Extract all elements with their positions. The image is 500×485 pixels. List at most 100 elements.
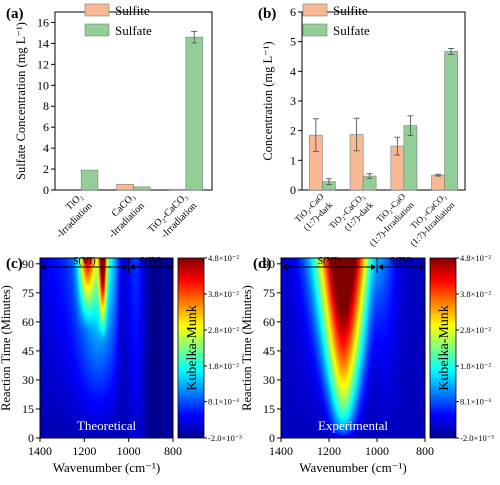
y-tick-label: 6 — [43, 120, 49, 134]
y-tick-label: 14 — [37, 36, 49, 50]
colorbar-tick-label: 3.8×10⁻² — [460, 289, 491, 299]
legend-swatch — [84, 3, 110, 17]
y-tick-label: 75 — [263, 286, 275, 300]
colorbar-tick-label: 4.8×10⁻² — [208, 253, 239, 263]
heatmap-annotation: Experimental — [318, 418, 388, 433]
x-tick-label: 1000 — [365, 444, 389, 458]
plot-frame — [301, 11, 466, 191]
x-tick-label: 800 — [416, 444, 434, 458]
bar-sulfite — [116, 183, 134, 191]
region-label: S(VI) — [73, 256, 96, 267]
panel-label: (c) — [6, 256, 23, 272]
y-tick-label: 15 — [22, 402, 34, 416]
y-tick-label: 4 — [290, 64, 296, 78]
colorbar-label: Kubelka-Munk — [437, 305, 452, 391]
colorbar-tick-label: 2.8×10⁻² — [208, 325, 239, 335]
bar-sulfite — [168, 189, 187, 191]
y-tick-label: 60 — [263, 315, 275, 329]
category-label: TiO₂-CaO(1:7)-dark — [293, 191, 335, 233]
y-tick-label: 2 — [290, 124, 296, 138]
y-tick-label: 8 — [43, 99, 49, 113]
legend-swatch — [302, 3, 328, 17]
region-arrowhead — [41, 264, 46, 270]
colorbar — [177, 257, 205, 439]
y-tick-label: 16 — [37, 15, 49, 29]
panel-a: 0 2 4 6 8 10 12 14 16 Sulfate Concentration (mg L… — [6, 3, 213, 244]
y-tick-label: 90 — [263, 257, 275, 271]
colorbar-tick-label: 1.8×10⁻² — [460, 361, 491, 371]
y-tick-label: 0 — [43, 183, 49, 197]
region-arrowhead — [371, 264, 376, 270]
region-arrowhead — [129, 264, 135, 270]
plot-frame — [280, 257, 426, 439]
colorbar-tick-label: 4.8×10⁻² — [460, 253, 491, 263]
legend-label: Sulfate — [115, 23, 152, 38]
y-tick-label: 3 — [290, 94, 296, 108]
y-axis-label: Reaction Time (Minutes) — [240, 285, 254, 411]
category-label: TiO₂-Irradiation — [45, 191, 94, 240]
colorbar-tick-label: 2.8×10⁻² — [460, 325, 491, 335]
bar-sulfite — [431, 174, 445, 191]
y-tick-label: 12 — [37, 57, 49, 71]
x-tick-label: 800 — [164, 444, 182, 458]
region-label: S(IV) — [390, 256, 413, 267]
colorbar-tick-label: 8.1×10⁻³ — [208, 397, 239, 407]
x-axis-label: Wavenumber (cm⁻¹) — [299, 460, 407, 475]
y-axis-label: Concentration (mg L⁻¹) — [261, 41, 275, 160]
legend-swatch — [84, 23, 110, 37]
y-tick-label: 5 — [290, 35, 296, 49]
legend-swatch — [302, 23, 328, 37]
panel-label: (a) — [6, 6, 24, 22]
colorbar-tick-label: -2.0×10⁻³ — [460, 433, 494, 443]
y-tick-label: 0 — [290, 183, 296, 197]
bar-sulfate — [444, 51, 458, 191]
y-tick-label: 45 — [263, 344, 275, 358]
x-tick-label: 1200 — [317, 444, 341, 458]
y-tick-label: 60 — [22, 315, 34, 329]
x-tick-label: 1400 — [28, 444, 52, 458]
x-tick-label: 1400 — [269, 444, 293, 458]
heatmap-image — [281, 258, 425, 438]
bar-sulfate — [185, 36, 203, 191]
x-tick-label: 1000 — [117, 444, 141, 458]
panel-label: (d) — [253, 256, 271, 272]
panel-c: 1400 1200 1000 800 0 15 30 45 60 75 90 Wavenumber (… — [0, 253, 242, 475]
legend-label: Sulfite — [333, 3, 368, 18]
y-tick-label: 15 — [263, 402, 275, 416]
region-label: S(VI) — [318, 256, 341, 267]
y-tick-label: 6 — [290, 5, 296, 19]
colorbar-tick-label: 8.1×10⁻³ — [460, 397, 491, 407]
category-label: TiO₂-CaCO₃(1:7)-dark — [327, 191, 375, 239]
heatmap-annotation: Theoretical — [77, 418, 137, 433]
heatmap-image — [40, 258, 173, 438]
legend-label: Sulfite — [115, 3, 150, 18]
region-arrowhead — [282, 264, 287, 270]
y-tick-label: 90 — [22, 257, 34, 271]
category-label: TiO₂-CaCO₃-Irradiation — [146, 191, 199, 244]
y-tick-label: 4 — [43, 141, 49, 155]
x-axis-label: Wavenumber (cm⁻¹) — [53, 460, 161, 475]
colorbar-tick-label: 1.8×10⁻² — [208, 361, 239, 371]
plot-frame — [39, 257, 174, 439]
colorbar-label: Kubelka-Munk — [185, 305, 200, 391]
panel-b: 0 1 2 3 4 5 6 Concentration (mg L⁻¹) TiO₂-CaO(1:… — [258, 3, 466, 248]
y-tick-label: 30 — [22, 373, 34, 387]
panel-label: (b) — [258, 6, 276, 22]
region-arrowhead — [167, 264, 172, 270]
y-tick-label: 0 — [269, 431, 275, 445]
y-tick-label: 0 — [28, 431, 34, 445]
y-tick-label: 1 — [290, 153, 296, 167]
colorbar-tick-label: -2.0×10⁻³ — [208, 433, 242, 443]
y-tick-label: 10 — [37, 78, 49, 92]
y-tick-label: 30 — [263, 373, 275, 387]
colorbar — [429, 257, 457, 439]
region-label: S(IV) — [139, 256, 162, 267]
legend-label: Sulfate — [333, 23, 370, 38]
y-axis-label: Sulfate Concentration (mg L⁻¹) — [14, 22, 28, 180]
region-arrowhead — [419, 264, 424, 270]
y-tick-label: 45 — [22, 344, 34, 358]
bar-sulfate — [133, 186, 151, 191]
bar-sulfate — [80, 169, 99, 191]
y-axis-label: Reaction Time (Minutes) — [0, 285, 13, 411]
